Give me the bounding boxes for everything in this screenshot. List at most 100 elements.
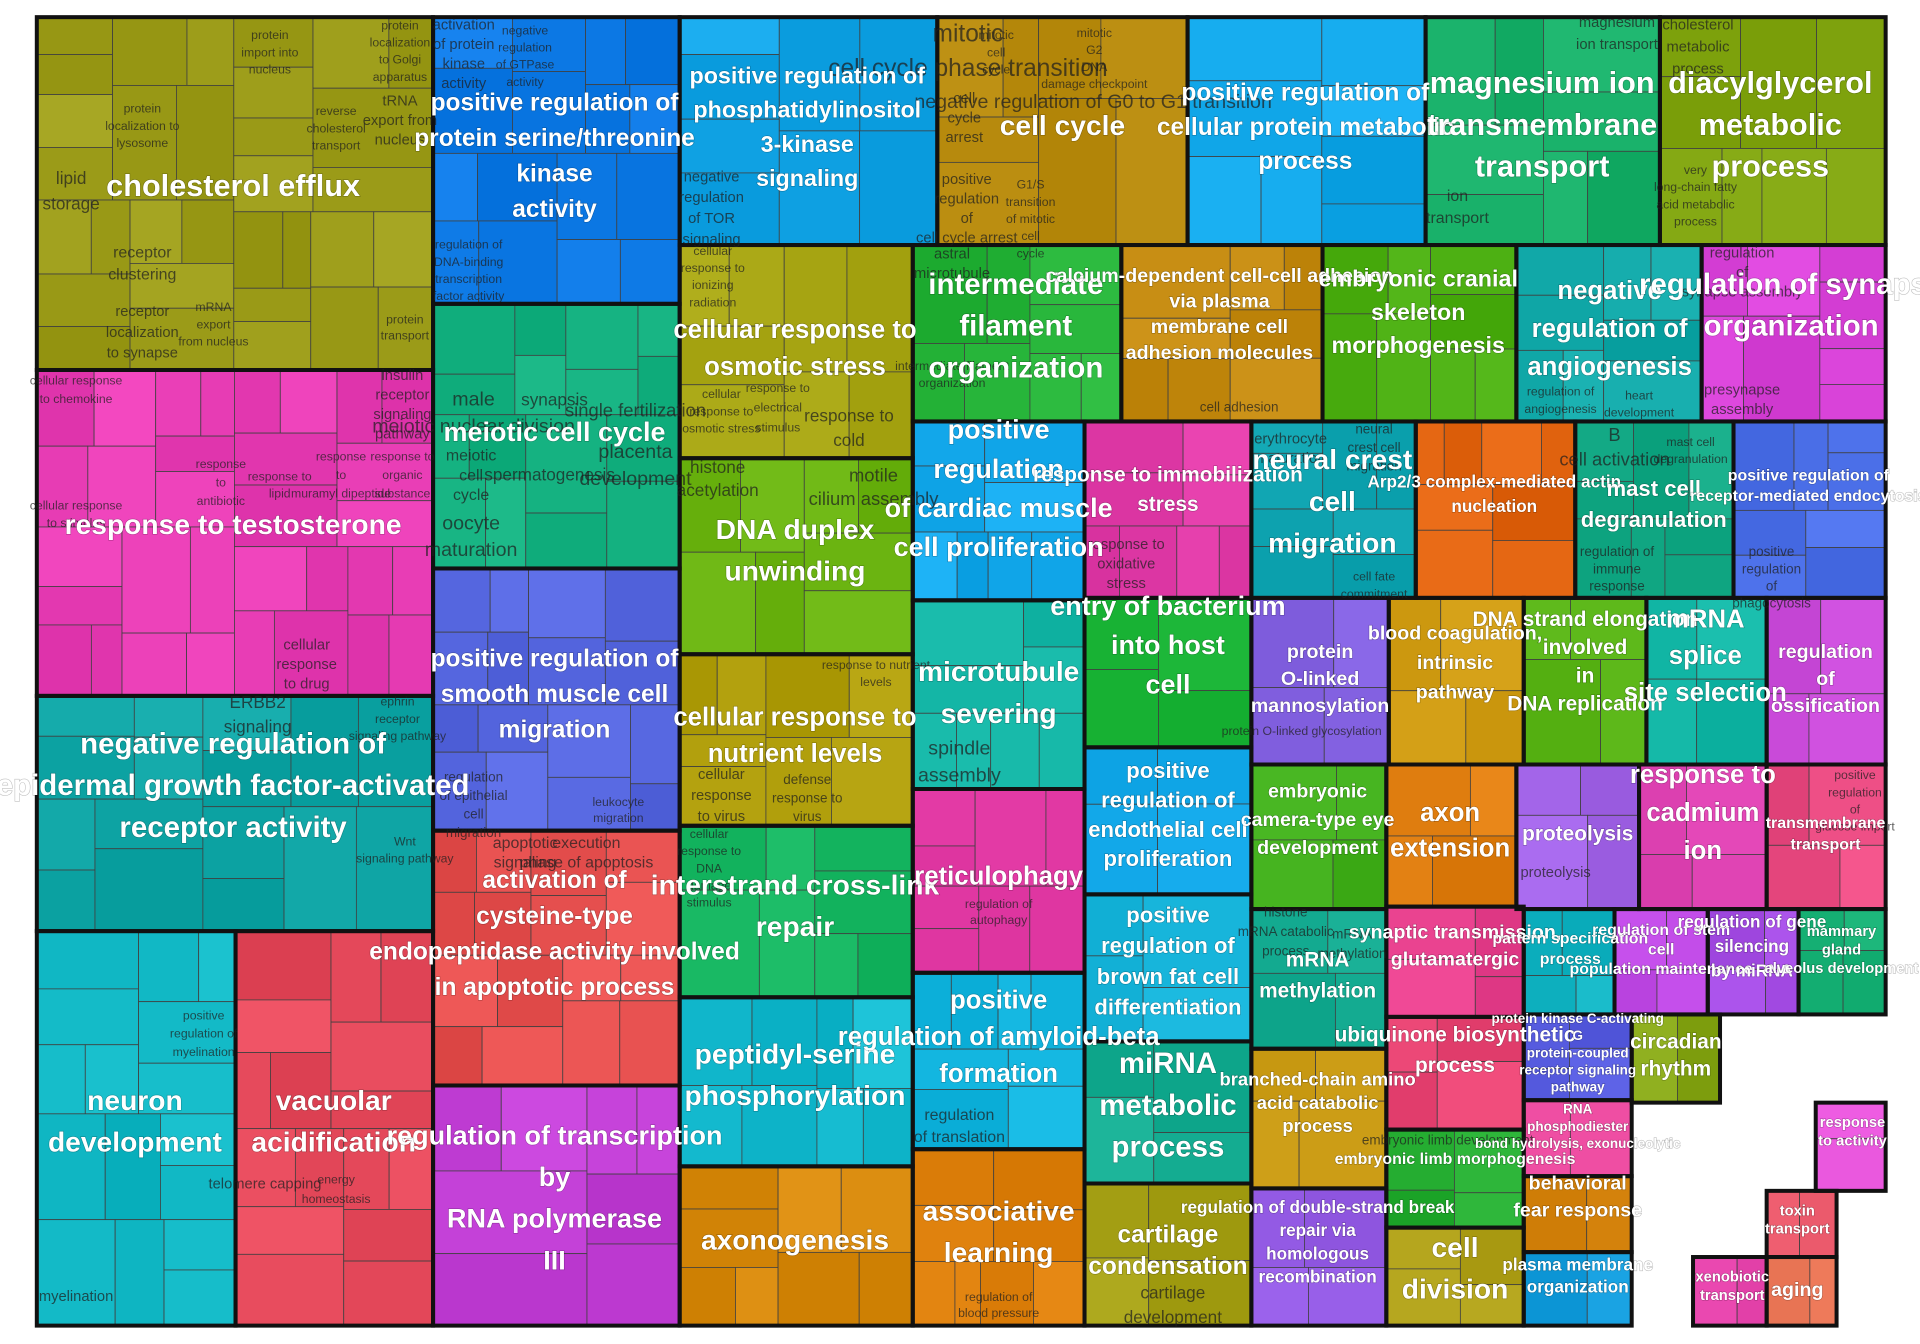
- treemap-cell-circadian-rhythm: [1631, 1014, 1678, 1104]
- treemap-cell-positive-regulation-of-receptor-mediated-endocyt: [1805, 547, 1887, 599]
- treemap-cell-response-to-immobilization-stress: [1182, 421, 1252, 476]
- treemap-cell-positive-regulation-of-amyloid-beta-formation: [997, 972, 1032, 1050]
- treemap-cell-mrna-splice-site-selection: [1696, 597, 1768, 680]
- treemap-cell-mast-cell-degranulation: [1574, 421, 1634, 482]
- term-label-apoptotic-signaling: apoptotic signaling: [493, 835, 558, 872]
- treemap-cell-intermediate-filament-organization: [986, 244, 1031, 344]
- treemap-cell-negative-regulation-of-epidermal-growth-factor-a: [357, 695, 434, 808]
- treemap-cell-response-to-testosterone: [381, 369, 434, 444]
- term-label-response-to-organic-substance: response to organic substance: [370, 450, 434, 501]
- treemap-cell-response-to-testosterone: [36, 445, 89, 528]
- treemap-cell-meiotic-cell-cycle: [432, 303, 516, 375]
- treemap-cell-embryonic-cranial-skeleton-morphogenesis: [1430, 348, 1476, 422]
- treemap-cell-response-to-testosterone: [36, 624, 92, 697]
- treemap-cell-magnesium-ion-transmembrane-transport: [1543, 150, 1589, 246]
- treemap-cell-diacylglycerol-metabolic-process: [1659, 76, 1741, 149]
- treemap-cell-cell-cycle: [1038, 98, 1117, 246]
- group-label-xenobiotic-transport: xenobiotic transport: [1695, 1270, 1769, 1304]
- term-label-regulation-of-dna-binding-transcription-factor-a: regulation of DNA-binding transcription fac…: [433, 238, 505, 303]
- treemap-cell-positive-regulation-of-smooth-muscle-cell-migrat: [432, 704, 479, 753]
- treemap-cell-associative-learning: [980, 1261, 1034, 1327]
- term-label-mitotic-g2-dna-damage-checkpoint: mitotic G2 DNA damage checkpoint: [1041, 26, 1148, 91]
- treemap-cell-cellular-response-to-nutrient-levels: [679, 653, 718, 736]
- treemap-cell-associative-learning: [993, 1209, 1085, 1262]
- treemap-cell-positive-regulation-of-cellular-protein-metaboli: [1321, 85, 1426, 137]
- treemap-cell-activation-of-cysteine-type-endopeptidase-activi: [474, 891, 532, 956]
- treemap-cell-activation-of-cysteine-type-endopeptidase-activi: [605, 881, 681, 956]
- treemap-cell-response-to-testosterone: [36, 526, 123, 587]
- group-label-axonogenesis: axonogenesis: [701, 1224, 889, 1256]
- treemap-cell-cholesterol-efflux: [282, 211, 312, 289]
- term-label-protein-import-into-nucleus: protein import into nucleus: [241, 28, 298, 76]
- treemap-cell-cell-cycle: [1100, 16, 1188, 99]
- treemap-cell-positive-regulation-of-brown-fat-cell-differenti: [1142, 987, 1252, 1042]
- treemap-cell-dna-duplex-unwinding: [858, 457, 914, 534]
- treemap-cell-neuron-development: [163, 1219, 236, 1271]
- term-label-lipid-storage: lipid storage: [43, 168, 100, 214]
- treemap-cell-transmembrane-transport: [1766, 844, 1841, 910]
- term-label-ion-transport: ion transport: [1426, 188, 1489, 227]
- treemap-cell-regulation-of-ossification: [1766, 597, 1822, 695]
- treemap-cell-mrna-methylation: [1250, 908, 1329, 974]
- term-label-protein-o-linked-glycosylation: protein O-linked glycosylation: [1222, 724, 1382, 738]
- term-label-heart-development: heart development: [1604, 388, 1675, 419]
- group-label-cell-cycle: cell cycle: [1000, 109, 1125, 141]
- term-label-oocyte-maturation: oocyte maturation: [425, 512, 518, 561]
- group-label-dna-duplex-unwinding: DNA duplex unwinding: [716, 513, 875, 587]
- treemap-cell-vacuolar-acidification: [235, 1206, 345, 1255]
- treemap-cell-cholesterol-efflux: [186, 16, 235, 86]
- treemap-cell-cell-cycle: [1115, 98, 1188, 246]
- treemap-cell-axonogenesis: [858, 1251, 914, 1327]
- group-label-peptidyl-serine-phosphorylation: peptidyl-serine phosphorylation: [685, 1037, 906, 1111]
- treemap-cell-associative-learning: [954, 1261, 981, 1327]
- treemap-cell-dna-duplex-unwinding: [679, 551, 757, 655]
- treemap-cell-negative-regulation-of-epidermal-growth-factor-a: [355, 806, 434, 932]
- treemap-cell-positive-regulation-of-smooth-muscle-cell-migrat: [604, 568, 681, 642]
- treemap-cell-arp2-3-complex-mediated-actin-nucleation: [1492, 484, 1576, 541]
- term-label-reverse-cholesterol-transport: reverse cholesterol transport: [307, 104, 366, 152]
- term-label-response-to-electrical-stimulus: response to electrical stimulus: [746, 381, 810, 434]
- group-label-arp2-3-complex-mediated-actin-nucleation: Arp2/3 complex-mediated actin nucleation: [1367, 472, 1621, 517]
- group-label-toxin-transport: toxin transport: [1765, 1203, 1830, 1237]
- term-label-cellular-response-to-virus: cellular response to virus: [691, 767, 752, 825]
- group-label-blood-coagulation-intrinsic-pathway: blood coagulation, intrinsic pathway: [1368, 623, 1542, 704]
- treemap-cell-response-to-testosterone: [347, 546, 394, 616]
- group-label-circadian-rhythm: circadian rhythm: [1630, 1031, 1722, 1081]
- treemap-cell-positive-regulation-of-receptor-mediated-endocyt: [1793, 421, 1829, 511]
- treemap-cell-regulation-of-transcription-by-rna-polymerase-ii: [636, 1085, 681, 1175]
- treemap-cell-interstrand-cross-link-repair: [857, 933, 914, 998]
- treemap-cell-neural-crest-cell-migration: [1250, 421, 1324, 454]
- term-label-meiotic-cell-cycle: meiotic cell cycle: [446, 448, 497, 504]
- term-label-regulation-of-synapse-assembly: regulation of synapse assembly: [1682, 245, 1804, 300]
- treemap-cell-meiotic-cell-cycle: [432, 414, 470, 479]
- treemap-cell-intermediate-filament-organization: [1029, 304, 1122, 354]
- treemap-cell-cholesterol-efflux: [36, 54, 113, 95]
- treemap-cell-positive-regulation-of-protein-serine-threonine-: [585, 84, 631, 154]
- treemap-cell-cholesterol-efflux: [233, 287, 312, 322]
- treemap-cell-positive-regulation-of-smooth-muscle-cell-migrat: [630, 783, 681, 832]
- treemap-cell-axonogenesis: [777, 1251, 860, 1327]
- treemap-cell-response-to-testosterone: [121, 632, 187, 697]
- treemap-cell-vacuolar-acidification: [235, 999, 332, 1053]
- treemap-cell-intermediate-filament-organization: [1029, 244, 1122, 306]
- treemap-cell-response-to-immobilization-stress: [1218, 525, 1252, 599]
- group-label-neural-crest-cell-migration: neural crest cell migration: [1252, 443, 1413, 558]
- treemap-cell-cellular-response-to-osmotic-stress: [679, 384, 785, 459]
- treemap-cell-dna-strand-elongation-involved-in-dna-replicatio: [1523, 659, 1601, 765]
- group-label-negative-regulation-of-angiogenesis: negative regulation of angiogenesis: [1527, 277, 1692, 381]
- treemap-cell-negative-regulation-of-epidermal-growth-factor-a: [202, 806, 285, 879]
- group-label-positive-regulation-of-endothelial-cell-prolifer: positive regulation of endothelial cell pro…: [1088, 758, 1248, 871]
- treemap-cell-cholesterol-efflux: [312, 87, 434, 168]
- treemap-cell-neural-crest-cell-migration: [1250, 546, 1334, 599]
- group-label-cellular-response-to-nutrient-levels: cellular response to nutrient levels: [673, 703, 916, 768]
- group-label-mirna-metabolic-process: miRNA metabolic process: [1099, 1047, 1236, 1163]
- treemap-cell-calcium-dependent-cell-cell-adhesion-via-plasma-: [1120, 317, 1231, 359]
- treemap-cell-response-to-testosterone: [36, 586, 123, 626]
- treemap-cell-regulation-of-gene-silencing-by-mirna: [1765, 968, 1799, 1015]
- term-label-histone-mrna-catabolic-process: histone mRNA catabolic process: [1238, 904, 1334, 958]
- treemap-cell-regulation-of-gene-silencing-by-mirna: [1707, 908, 1765, 970]
- treemap-cell-positive-regulation-of-protein-serine-threonine-: [619, 239, 681, 305]
- term-label-placenta-development: placenta development: [579, 441, 692, 490]
- treemap-cell-embryonic-limb-morphogenesis: [1453, 1192, 1525, 1229]
- treemap-cell-cellular-response-to-osmotic-stress: [783, 371, 850, 459]
